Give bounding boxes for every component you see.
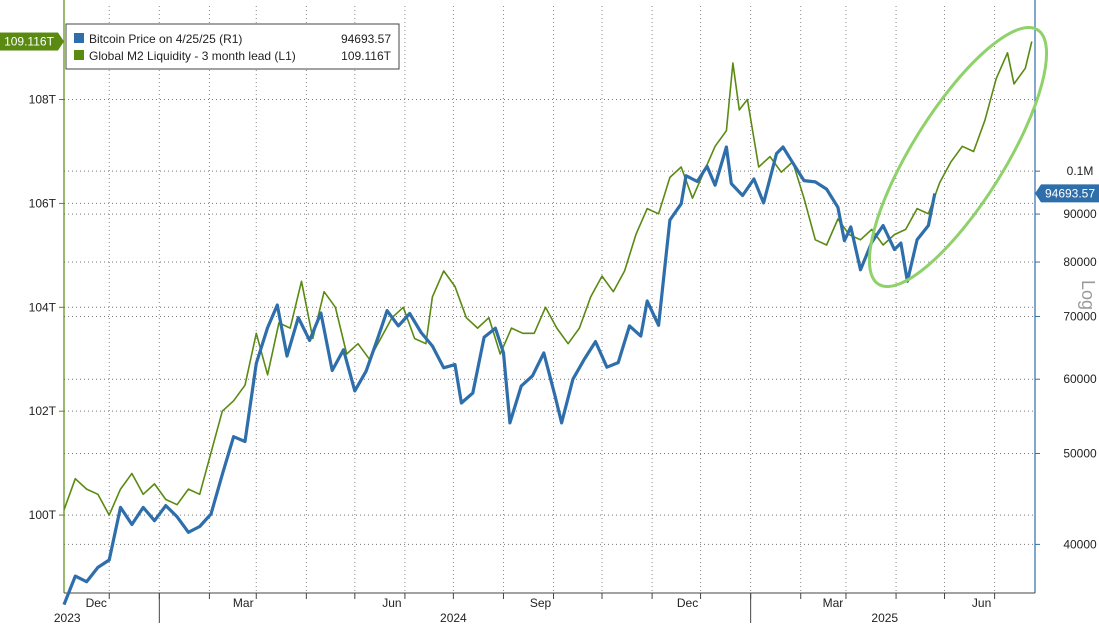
x-month-label: Dec [86,596,107,610]
x-month-label: Mar [823,596,844,610]
x-year-label: 2024 [440,611,467,624]
right-tick-label: 70000 [1063,309,1097,323]
right-current-value-tag [1041,184,1099,203]
right-current-value-label: 94693.57 [1045,186,1095,200]
right-tick-label: 50000 [1063,446,1097,460]
legend-swatch-btc [74,33,84,43]
right-tick-label: 80000 [1063,255,1097,269]
legend-label-m2: Global M2 Liquidity - 3 month lead (L1) [89,49,296,63]
left-tick-label: 108T [29,93,57,107]
legend-label-btc: Bitcoin Price on 4/25/25 (R1) [89,32,242,46]
left-current-value-arrow [58,32,64,51]
left-tick-label: 104T [29,300,57,314]
legend: Bitcoin Price on 4/25/25 (R1) 94693.57 G… [65,23,400,70]
x-year-label: 2023 [54,611,81,624]
legend-value-m2: 109.116T [341,49,391,63]
right-tick-label: 0.1M [1067,164,1094,178]
x-month-label: Sep [530,596,552,610]
x-month-label: Jun [972,596,991,610]
right-tick-label: 60000 [1063,372,1097,386]
left-current-value-label: 109.116T [4,35,54,49]
right-tick-label: 90000 [1063,207,1097,221]
x-year-label: 2025 [871,611,898,624]
grid-lines [64,6,1035,593]
right-tick-label: 40000 [1063,537,1097,551]
left-tick-label: 106T [29,196,57,210]
left-current-value-tag [0,32,58,51]
x-month-label: Dec [677,596,698,610]
x-month-label: Mar [233,596,254,610]
legend-swatch-m2 [74,50,84,60]
highlight-ellipse [867,25,1049,289]
legend-box [65,23,400,70]
series-line-bitcoin [62,145,937,606]
legend-value-btc: 94693.57 [341,32,391,46]
right-axis-scale-label: Log [1078,280,1098,310]
annotation-layer: 109.116T 94693.57 [0,25,1099,289]
series-layer [62,41,1033,606]
right-current-value-arrow [1035,184,1041,203]
left-tick-label: 102T [29,404,57,418]
x-month-label: Jun [382,596,401,610]
axes: 100T 102T 104T 106T 108T 40000 50000 60000 70000… [29,0,1098,624]
left-tick-label: 100T [29,508,57,522]
